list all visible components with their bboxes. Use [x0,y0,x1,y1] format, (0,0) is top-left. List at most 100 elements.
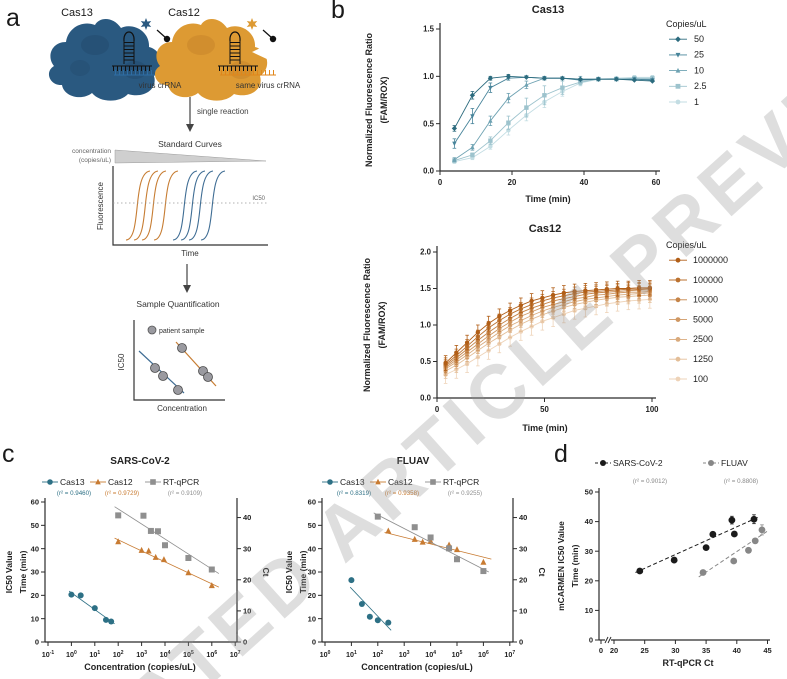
y-tick-right-label: 10 [519,606,527,615]
y-tick-label: 0.0 [423,167,435,176]
x-tick-label: 60 [652,178,661,187]
series-25 [452,75,655,149]
quencher-dot-icon [163,35,171,43]
data-point-marker [327,479,333,485]
x-tick-label: 45 [763,646,771,655]
data-point-marker [486,321,491,326]
data-point-marker [675,67,681,73]
x-tick-label: 103 [399,650,410,659]
x-axis-label: RT-qPCR Ct [663,658,714,668]
x-tick-label: 10-1 [42,650,55,659]
legend-r2: (r² = 0.9012) [633,478,667,485]
data-point-marker [529,298,534,304]
y-tick-label: 20 [308,591,316,600]
data-point-marker [670,556,678,564]
data-point-marker [702,544,710,552]
x-tick-label: 100 [320,650,331,659]
data-point-marker [162,542,168,549]
data-point-marker [649,78,656,84]
data-point-marker [366,613,373,620]
legend-r2: (r² = 0.9729) [105,490,139,497]
series-50 [451,73,656,132]
x-tick-label: 40 [580,178,589,187]
data-point-marker [160,556,167,563]
axis-break [604,636,609,644]
same-virus-crrna-label: same virus crRNA [236,81,301,90]
standard-curves-plot: IC50 Fluorescence Time [96,166,268,258]
y-tick-label: 60 [31,498,39,507]
x-tick-label: 104 [160,650,171,659]
legend-label: 10000 [693,295,718,305]
x-tick-label: 102 [372,650,383,659]
data-point-marker [524,82,529,87]
y-tick-label: 1.0 [423,72,435,81]
data-point-marker [454,350,459,355]
y-axis-label: (FAM/ROX) [379,77,389,124]
legend-r2: (r² = 0.8808) [724,478,758,485]
data-point-marker [675,83,681,89]
legend-r2: (r² = 0.9460) [57,490,91,497]
data-point-marker [593,287,599,293]
x-axis-label: Time (min) [525,194,570,204]
series-1 [452,74,655,164]
data-point-marker [675,376,681,382]
legend-label: 10 [694,65,704,75]
y-axis-label: Time (min) [298,550,308,593]
data-point-marker [675,277,681,283]
x-tick-label: 100 [66,650,77,659]
y-tick-label: 20 [31,591,39,600]
data-point-marker [708,460,714,466]
y-tick-label: 10 [585,606,593,615]
data-point-marker [470,144,475,150]
data-point-marker [446,545,453,552]
y-axis-label: Normalized Fluorescence Ratio [364,32,374,167]
crrna-hairpin-loop [123,31,135,42]
plot: 0 10 20 30 40 50 0 20 25 30 35 40 45 RT-qPCR Ct mCARME… [556,458,772,668]
x-tick-label: 105 [183,650,194,659]
y-tick-right-label: 40 [519,513,527,522]
ic50-line-label: IC50 [252,196,265,202]
data-point-marker [572,289,577,294]
fit-line [114,537,220,588]
data-point-marker [140,512,147,519]
y-axis-label: Time (min) [570,544,580,587]
x-tick-label: 50 [540,405,549,414]
legend-label: Cas13 [340,477,365,487]
data-point-marker [506,95,511,100]
y-tick-right-label: 0 [519,638,523,647]
concentration-axis-label: Concentration [157,404,207,413]
data-point-marker [208,582,215,589]
x-tick-label: 104 [425,650,436,659]
y-axis-label: Time (min) [18,550,28,593]
patient-sample-dots [150,343,213,395]
data-point-marker [745,546,752,554]
y-tick-label: 40 [308,544,316,553]
data-point-marker [147,527,154,534]
fit-line [349,586,392,631]
data-point-marker [488,85,493,91]
series-RT-qPCR [373,512,489,575]
sars-cov-2-standard-curve-chart: 0 10 20 30 40 50 60 0 10 20 30 40 10-1 100 101 102 103 10… [4,456,271,672]
y-tick-right-label: 20 [243,575,251,584]
cas13-kinetics-chart: 0.0 0.5 1.0 1.5 0 20 40 60 Cas13 Time (min) Normal… [364,4,707,204]
series-line [454,75,653,129]
data-point-marker [559,75,566,81]
y-tick-label: 0.0 [420,394,432,403]
plot: 0 10 20 30 40 50 60 0 10 20 30 40 100 101 102 103 104 105… [284,456,547,672]
mcarmen-vs-qpcr-correlation-chart: 0 10 20 30 40 50 0 20 25 30 35 40 45 RT-qPCR Ct mCARME… [556,458,772,668]
legend-label: Cas12 [388,477,413,487]
y-tick-label: 50 [585,488,593,497]
y-tick-label: 1.5 [423,25,435,34]
cas12-label: Cas12 [168,7,200,19]
y-axis-label: Normalized Fluorescence Ratio [362,257,372,392]
legend-label: 1250 [693,354,713,364]
y-tick-label: 1.5 [420,284,432,293]
data-point-marker [595,76,602,82]
chart-title: FLUAV [397,456,430,467]
series-10 [452,75,655,162]
data-point-marker [758,526,766,534]
data-point-marker [487,75,494,81]
data-point-marker [523,74,530,80]
data-point-marker [454,546,460,553]
data-point-marker [730,557,738,565]
